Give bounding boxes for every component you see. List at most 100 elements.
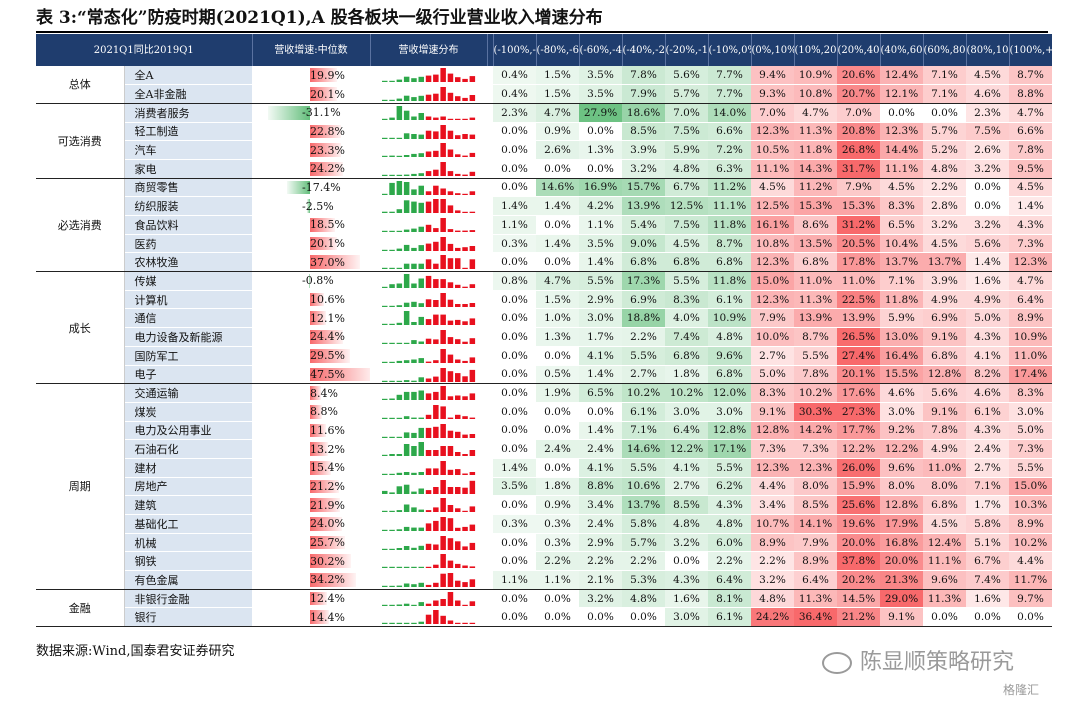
- sparkline-bar: [455, 303, 461, 307]
- bucket-value: 1.4%: [579, 252, 622, 273]
- distribution-sparkline: [370, 495, 487, 515]
- sparkline-chart: [382, 218, 476, 232]
- sparkline-chart: [382, 199, 476, 214]
- bucket-value: 4.3%: [1009, 215, 1052, 235]
- bucket-value: 15.3%: [837, 196, 880, 216]
- sparkline-bar: [411, 432, 417, 438]
- sparkline-bar: [382, 548, 388, 550]
- distribution-sparkline: [370, 439, 487, 459]
- sparkline-bar: [440, 87, 446, 102]
- sparkline-bar: [396, 156, 403, 158]
- gap-cell: [487, 589, 493, 609]
- bucket-value: 10.4%: [880, 234, 923, 254]
- sparkline-bar: [433, 151, 439, 158]
- sparkline-bar: [389, 182, 395, 195]
- sparkline-bar: [425, 201, 432, 214]
- sparkline-bar: [447, 243, 454, 251]
- sparkline-bar: [382, 249, 388, 251]
- sparkline-bar: [418, 112, 424, 120]
- sparkline-chart: [382, 330, 476, 345]
- bucket-value: 8.3%: [880, 196, 923, 216]
- sparkline-bar: [389, 305, 395, 307]
- sparkline-bar: [411, 189, 417, 195]
- bucket-value: 4.7%: [1009, 271, 1052, 291]
- bucket-value: 24.2%: [751, 607, 794, 628]
- median-bar: [310, 517, 343, 531]
- bucket-value: 0.0%: [579, 122, 622, 142]
- bucket-value: 7.7%: [708, 84, 751, 104]
- sparkline-bar: [447, 370, 454, 382]
- bucket-value: 8.3%: [1009, 383, 1052, 403]
- bucket-value: 13.9%: [794, 308, 837, 329]
- table-row: 建筑 21.9% 0.0% 0.9% 3.4% 13.7% 8.5% 4.3% 3.4% 8.5%…: [36, 495, 1052, 515]
- sparkline-bar: [411, 472, 417, 475]
- wechat-icon: [822, 652, 852, 674]
- gap-cell: [487, 421, 493, 441]
- industry-name: 全A非金融: [124, 84, 252, 104]
- sparkline-bar: [382, 529, 388, 531]
- bucket-value: 7.8%: [794, 365, 837, 385]
- bucket-value: 0.0%: [493, 140, 536, 160]
- sparkline-bar: [433, 360, 439, 363]
- sparkline-bar: [433, 426, 439, 438]
- sparkline-bar: [425, 603, 432, 606]
- sparkline-bar: [418, 278, 424, 289]
- gap-cell: [487, 383, 493, 403]
- median-value: 20.1%: [310, 237, 345, 251]
- sparkline-bar: [403, 484, 410, 494]
- table-row: 可选消费 消费者服务 -31.1% 2.3% 4.7% 27.9% 18.6% 7.0% 14.…: [36, 103, 1052, 179]
- bucket-value: 15.0%: [751, 271, 794, 291]
- bucket-value: 6.8%: [923, 346, 966, 366]
- bucket-value: 12.3%: [751, 290, 794, 310]
- bucket-value: 1.3%: [579, 140, 622, 160]
- bucket-value: 7.8%: [1009, 140, 1052, 160]
- sparkline-bar: [382, 380, 388, 382]
- bucket-value: 6.4%: [665, 421, 708, 441]
- table-title: 表 3:“常态化”防疫时期(2021Q1),A 股各板块一级行业营业收入增速分布: [36, 8, 603, 28]
- sparkline-bar: [433, 450, 439, 457]
- sparkline-bar: [462, 286, 468, 289]
- sparkline-bar: [396, 174, 403, 176]
- sparkline-bar: [389, 585, 395, 588]
- bucket-value: 7.3%: [794, 439, 837, 459]
- sparkline-bar: [462, 212, 468, 214]
- bucket-value: 6.8%: [622, 252, 665, 273]
- watermark-text: 陈显顺策略研究: [860, 650, 1015, 675]
- bucket-value: 12.1%: [880, 84, 923, 104]
- sparkline-bar: [425, 378, 432, 382]
- sparkline-bar: [447, 417, 454, 419]
- sparkline-bar: [382, 174, 388, 176]
- bucket-value: 8.2%: [966, 365, 1009, 385]
- sparkline-bar: [382, 230, 388, 232]
- median-value: 25.7%: [310, 536, 345, 550]
- header-distribution: 营收增速分布: [369, 34, 487, 66]
- bucket-value: 7.1%: [923, 84, 966, 104]
- sparkline-bar: [440, 386, 446, 401]
- sparkline-bar: [433, 339, 439, 345]
- sparkline-bar: [382, 455, 388, 457]
- bucket-value: 11.7%: [1009, 570, 1052, 590]
- bucket-value: 0.0%: [665, 551, 708, 572]
- bucket-value: 2.7%: [966, 458, 1009, 478]
- sparkline-bar: [411, 116, 417, 120]
- sparkline-bar: [382, 324, 388, 326]
- sparkline-bar: [469, 76, 476, 82]
- bucket-value: 6.8%: [665, 252, 708, 273]
- bucket-value: 20.8%: [837, 122, 880, 142]
- header-bucket: (100%,+∞): [1008, 34, 1052, 66]
- sparkline-bar: [403, 95, 410, 102]
- bucket-value: 4.9%: [966, 290, 1009, 310]
- bucket-value: 3.2%: [751, 570, 794, 590]
- sparkline-bar: [433, 74, 439, 82]
- distribution-sparkline: [370, 365, 487, 385]
- sparkline-bar: [440, 255, 446, 270]
- bucket-value: 8.9%: [1009, 308, 1052, 329]
- median-bar: [310, 330, 343, 344]
- bucket-value: 5.7%: [665, 84, 708, 104]
- bucket-value: 36.4%: [794, 607, 837, 628]
- distribution-sparkline: [370, 84, 487, 104]
- table-row: 轻工制造 22.8% 0.0% 0.9% 0.0% 8.5% 7.5% 6.6% 12.3% 11…: [36, 122, 1052, 142]
- sparkline-bar: [418, 509, 424, 513]
- industry-name: 建筑: [124, 495, 252, 515]
- sparkline-bar: [411, 264, 417, 270]
